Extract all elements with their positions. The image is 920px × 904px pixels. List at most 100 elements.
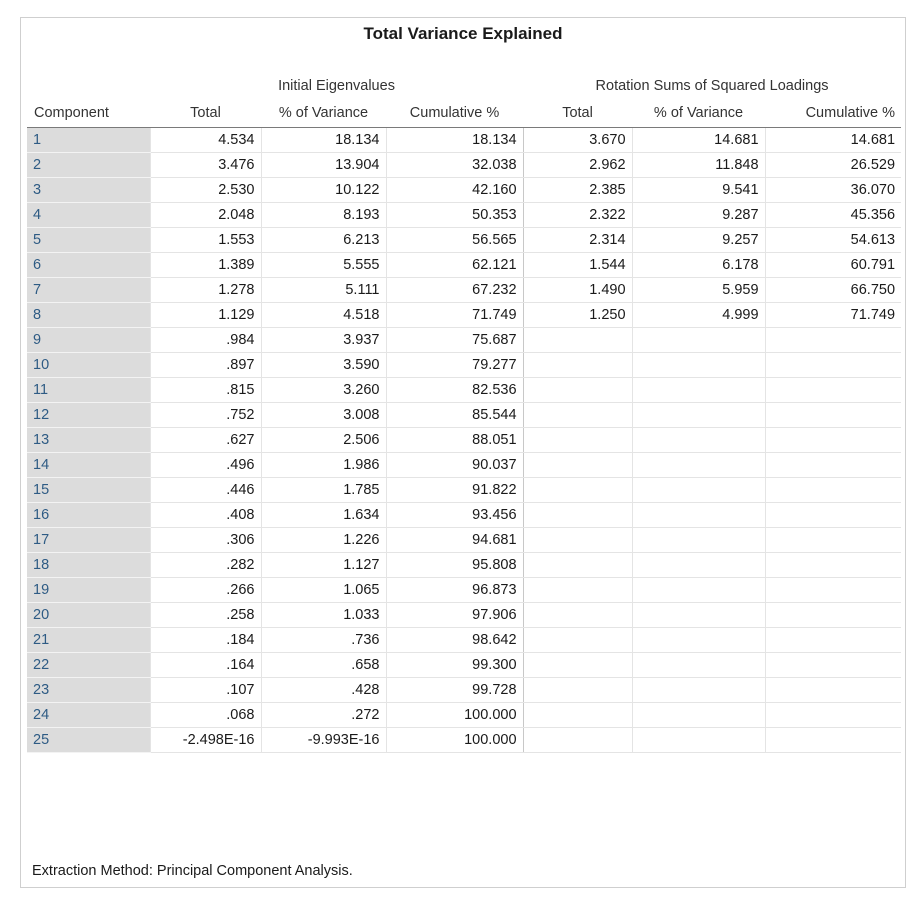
table-cell: 60.791 [764,252,902,278]
table-cell [522,602,633,628]
table-cell: 4.534 [149,127,261,153]
table-cell: .752 [149,402,261,428]
table-cell [522,402,633,428]
table-cell: -2.498E-16 [149,727,261,753]
table-cell [522,577,633,603]
table-cell: .164 [149,652,261,678]
row-header-component: 21 [27,627,150,653]
table-cell [522,552,633,578]
table-cell [764,352,902,378]
table-cell [631,327,766,353]
table-cell: 79.277 [385,352,524,378]
table-row: 11.815 3.260 82.536 [27,377,902,403]
table-cell [631,402,766,428]
table-cell: 98.642 [385,627,524,653]
table-title: Total Variance Explained [363,24,563,43]
table-cell [522,427,633,453]
column-header-pct-variance: % of Variance [261,99,386,128]
table-cell: 90.037 [385,452,524,478]
table-cell: .107 [149,677,261,703]
column-header-rotation-total: Total [523,99,633,128]
table-row: 14.496 1.986 90.037 [27,452,902,478]
table-cell [631,427,766,453]
table-row: 4 2.048 8.193 50.353 2.322 9.287 45.356 [27,202,902,228]
row-header-component: 4 [27,202,150,228]
table-row: 9.984 3.937 75.687 [27,327,902,353]
table-cell [764,402,902,428]
table-cell: .428 [260,677,386,703]
table-cell: 6.213 [260,227,386,253]
table-cell: 1.490 [522,277,633,303]
table-cell: 5.111 [260,277,386,303]
table-cell [631,652,766,678]
row-header-component: 18 [27,552,150,578]
table-row: 2 3.476 13.904 32.038 2.962 11.848 26.529 [27,152,902,178]
table-row: 17.306 1.226 94.681 [27,527,902,553]
table-cell [631,527,766,553]
corner-cell [27,74,150,99]
table-cell: 67.232 [385,277,524,303]
table-cell [522,677,633,703]
table-cell: 4.518 [260,302,386,328]
table-cell [631,452,766,478]
output-pivot-table[interactable]: Total Variance Explained Initial Eigenva… [20,17,906,888]
table-cell: 93.456 [385,502,524,528]
table-cell: 99.728 [385,677,524,703]
table-cell [522,477,633,503]
table-cell [631,627,766,653]
table-cell: .446 [149,477,261,503]
table-cell: -9.993E-16 [260,727,386,753]
table-cell [764,502,902,528]
table-footnote: Extraction Method: Principal Component A… [32,863,353,879]
table-cell [522,627,633,653]
table-cell: 85.544 [385,402,524,428]
table-cell: 56.565 [385,227,524,253]
table-cell [631,377,766,403]
table-cell [764,427,902,453]
row-header-component: 8 [27,302,150,328]
row-header-component: 19 [27,577,150,603]
table-row: 7 1.278 5.111 67.232 1.490 5.959 66.750 [27,277,902,303]
column-header-row: Component Total % of Variance Cumulative… [27,99,902,128]
row-header-component: 3 [27,177,150,203]
table-body: 1 4.534 18.134 18.134 3.670 14.681 14.681 2 3.47… [27,127,902,753]
table-cell: 26.529 [764,152,902,178]
table-cell: 3.260 [260,377,386,403]
table-cell: 45.356 [764,202,902,228]
table-cell: 3.937 [260,327,386,353]
table-cell: 71.749 [385,302,524,328]
table-cell: 11.848 [631,152,766,178]
table-cell: 2.322 [522,202,633,228]
table-cell: .984 [149,327,261,353]
table-cell: 2.530 [149,177,261,203]
table-cell [522,377,633,403]
table-cell [764,677,902,703]
row-header-component: 11 [27,377,150,403]
table-cell: 2.506 [260,427,386,453]
table-cell: 3.476 [149,152,261,178]
table-cell [522,452,633,478]
table-cell: 2.314 [522,227,633,253]
group-header-rotation-loadings: Rotation Sums of Squared Loadings [595,78,829,94]
table-row: 23.107.428 99.728 [27,677,902,703]
table-cell: .272 [260,702,386,728]
table-cell: 96.873 [385,577,524,603]
table-row: 24.068.272 100.000 [27,702,902,728]
table-cell [764,652,902,678]
table-cell [764,727,902,753]
table-row: 13.627 2.506 88.051 [27,427,902,453]
row-header-component: 12 [27,402,150,428]
table-cell: 1.250 [522,302,633,328]
table-cell: 97.906 [385,602,524,628]
row-header-component: 14 [27,452,150,478]
row-header-component: 5 [27,227,150,253]
table-cell: 71.749 [764,302,902,328]
row-header-component: 24 [27,702,150,728]
table-cell: .306 [149,527,261,553]
table-cell: 1.389 [149,252,261,278]
table-cell [631,602,766,628]
table-row: 15.446 1.785 91.822 [27,477,902,503]
table-row: 18.282 1.127 95.808 [27,552,902,578]
table-row: 22.164.658 99.300 [27,652,902,678]
table-cell: .184 [149,627,261,653]
